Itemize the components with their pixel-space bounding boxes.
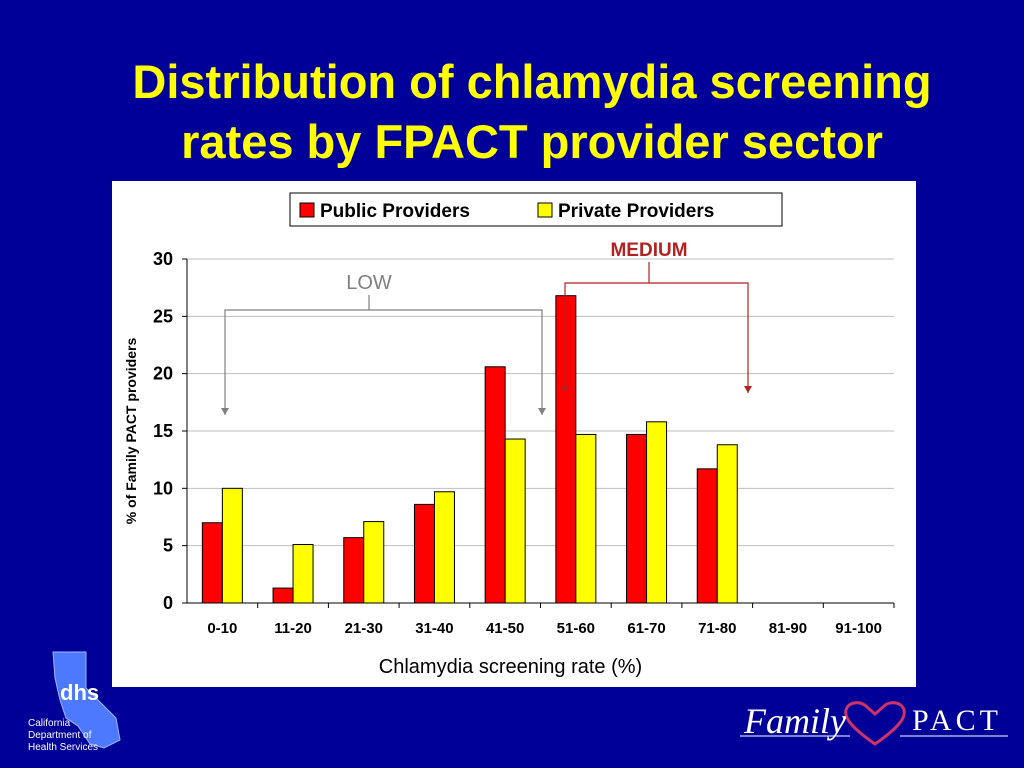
annotation-arrow	[221, 408, 229, 415]
bar-private	[433, 491, 455, 604]
dhs-line-1: California	[28, 718, 71, 729]
slide-title: Distribution of chlamydia screening rate…	[40, 52, 1024, 172]
bar-private	[292, 544, 314, 604]
annotation-arrow	[744, 386, 752, 393]
california-shape-icon	[52, 651, 121, 749]
bar-public	[696, 468, 718, 604]
bar-private	[504, 438, 526, 604]
california-dhs-logo: dhs	[52, 651, 121, 749]
bar-public	[343, 537, 365, 604]
bar-private	[716, 444, 738, 604]
x-tick-label: 31-40	[415, 620, 453, 637]
y-tick-label: 0	[163, 593, 173, 613]
bar-private	[221, 487, 243, 604]
x-tick-label: 91-100	[835, 620, 882, 637]
y-axis-title: % of Family PACT providers	[123, 338, 139, 525]
bar-private	[363, 521, 385, 604]
annotation-bracket	[224, 309, 543, 415]
bar-public	[626, 433, 648, 604]
x-tick-label: 11-20	[274, 620, 312, 637]
legend-swatch-public	[299, 202, 315, 218]
bar-public	[555, 295, 577, 604]
family-pact-logo	[740, 701, 1008, 746]
x-tick-label: 61-70	[627, 620, 665, 637]
bar-public	[272, 587, 294, 604]
y-tick-label: 15	[153, 421, 173, 441]
annotation-bracket	[564, 282, 749, 393]
x-tick-label: 21-30	[345, 620, 383, 637]
title-line-2: rates by FPACT provider sector	[181, 115, 883, 168]
x-tick-label: 81-90	[769, 620, 807, 637]
bar-chart: 0 5 10 15 20 25 30 0-10 11-20 21-30 31-40 41-50 51-6…	[123, 192, 895, 678]
annotation-label: LOW	[346, 272, 392, 294]
y-tick-label: 10	[153, 478, 173, 498]
dhs-line-3: Health Services	[28, 742, 99, 753]
y-tick-label: 5	[163, 536, 173, 556]
legend-label-public: Public Providers	[320, 201, 470, 222]
y-tick-label: 25	[153, 306, 173, 326]
dhs-line-2: Department of	[28, 730, 92, 741]
legend-swatch-private	[537, 202, 553, 218]
x-tick-label: 51-60	[557, 620, 595, 637]
annotation-arrow	[561, 386, 569, 393]
legend-box	[289, 192, 783, 227]
family-wordmark: Family	[744, 701, 846, 741]
annotation-label: MEDIUM	[610, 240, 687, 261]
annotation-arrow	[538, 408, 546, 415]
bar-public	[201, 522, 223, 604]
heart-icon	[844, 701, 906, 746]
bar-public	[413, 503, 435, 604]
dhs-text: California Department of Health Services	[28, 718, 98, 754]
pact-wordmark: PACT	[912, 704, 1002, 737]
title-line-1: Distribution of chlamydia screening	[132, 55, 932, 108]
y-tick-label: 20	[153, 364, 173, 384]
legend-label-private: Private Providers	[558, 201, 714, 222]
chart-panel: 0 5 10 15 20 25 30 0-10 11-20 21-30 31-40 41-50 51-6…	[112, 181, 916, 687]
y-tick-label: 30	[153, 249, 173, 269]
x-tick-label: 41-50	[486, 620, 524, 637]
x-axis-title: Chlamydia screening rate (%)	[379, 656, 642, 678]
bar-public	[484, 366, 506, 604]
x-tick-label: 0-10	[207, 620, 237, 637]
bar-private	[646, 421, 668, 604]
bar-private	[575, 433, 597, 604]
x-tick-label: 71-80	[698, 620, 736, 637]
dhs-mark: dhs	[60, 680, 99, 705]
